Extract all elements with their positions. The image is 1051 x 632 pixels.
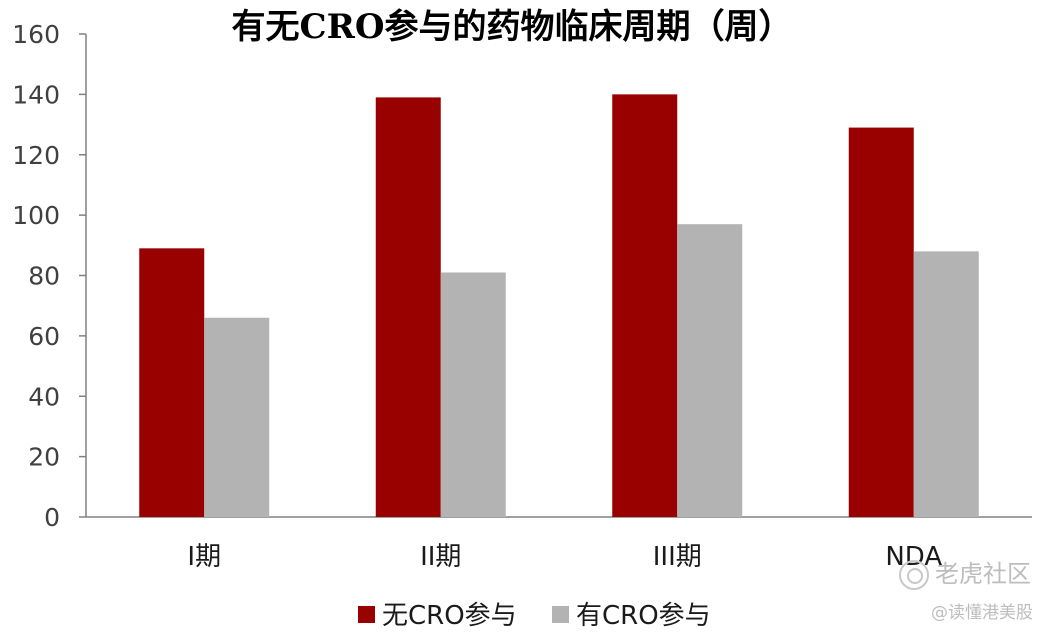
legend-label-1: 无CRO参与 [382,601,517,631]
bars [139,94,979,518]
x-tick-label: II期 [420,542,461,572]
watermark-text: 老虎社区 [935,560,1031,588]
bar-1-1 [139,248,205,518]
bar-2-4 [913,251,979,517]
bar-1-2 [375,97,441,518]
bar-2-3 [677,224,743,517]
legend-swatch-2 [552,606,569,623]
bar-2-1 [204,317,270,517]
legend: 无CRO参与 有CRO参与 [358,601,711,631]
bar-1-3 [612,94,678,517]
y-tick-label: 80 [28,262,60,291]
y-tick-label: 0 [44,503,60,532]
chart-title: 有无CRO参与的药物临床周期（周） [232,7,793,47]
bar-1-4 [848,127,914,518]
x-tick-label: I期 [187,542,221,572]
watermark-logo: 老虎社区 [899,554,1031,590]
y-tick-label: 40 [28,382,60,411]
watermark-handle: @读懂港美股 [931,603,1033,623]
y-tick-label: 100 [12,201,60,230]
legend-swatch-1 [358,606,375,623]
bar-2-2 [440,272,506,517]
y-tick-label: 140 [12,80,60,109]
tiger-community-icon [899,560,929,590]
y-tick-label: 60 [28,322,60,351]
y-tick-label: 160 [12,20,60,49]
y-tick-label: 120 [12,141,60,170]
x-tick-label: III期 [653,542,702,572]
y-tick-label: 20 [28,443,60,472]
legend-label-2: 有CRO参与 [576,601,711,631]
